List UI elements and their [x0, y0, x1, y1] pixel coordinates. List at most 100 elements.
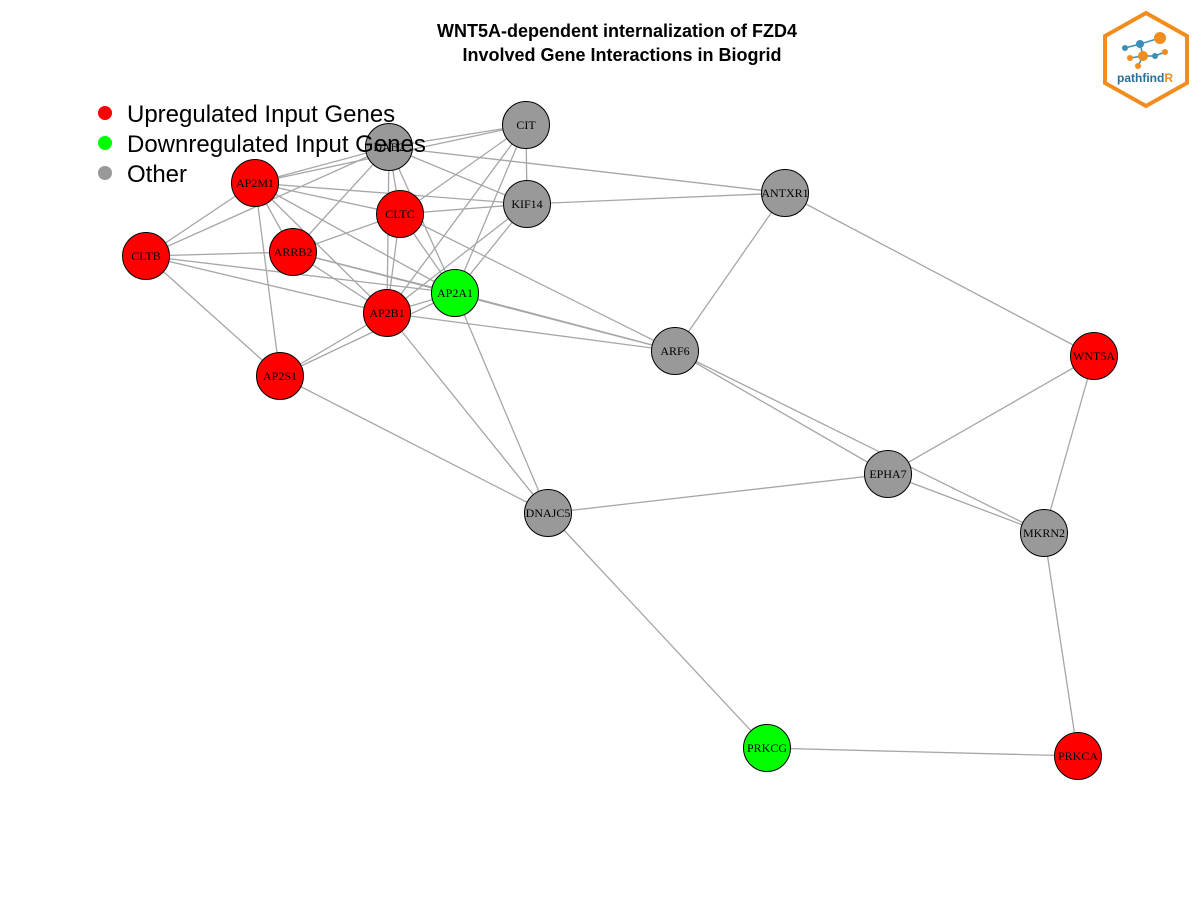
node-prkca[interactable]: PRKCA — [1054, 732, 1102, 780]
edge-ap2a1-dnajc5 — [454, 292, 549, 514]
edge-cltc-arf6 — [399, 213, 676, 352]
edge-mkrn2-prkca — [1043, 532, 1079, 757]
chart-subtitle: Involved Gene Interactions in Biogrid — [462, 45, 781, 65]
node-circle-antxr1[interactable] — [761, 169, 809, 217]
node-prkcg[interactable]: PRKCG — [743, 724, 791, 772]
node-wnt5a[interactable]: WNT5A — [1070, 332, 1118, 380]
edge-epha7-mkrn2 — [887, 473, 1045, 534]
legend-other-dot — [98, 166, 112, 180]
node-circle-prkcg[interactable] — [743, 724, 791, 772]
node-dnajc5[interactable]: DNAJC5 — [524, 489, 572, 537]
chart-title: WNT5A-dependent internalization of FZD4 — [437, 21, 797, 41]
edge-ap2a1-arf6 — [454, 292, 676, 352]
edge-kif14-ap2b1 — [386, 203, 528, 314]
edge-kif14-antxr1 — [526, 192, 786, 205]
node-label-arf6: ARF6 — [660, 344, 689, 358]
node-circle-arf6[interactable] — [651, 327, 699, 375]
node-circle-cltb[interactable] — [122, 232, 170, 280]
node-label-kif14: KIF14 — [511, 197, 542, 211]
node-label-arrb2: ARRB2 — [274, 245, 313, 259]
node-label-epha7: EPHA7 — [869, 467, 906, 481]
edge-antxr1-wnt5a — [784, 192, 1095, 357]
legend-upregulated-label: Upregulated Input Genes — [127, 101, 395, 128]
node-epha7[interactable]: EPHA7 — [864, 450, 912, 498]
edge-ap2s1-dnajc5 — [279, 375, 549, 514]
node-label-ap2a1: AP2A1 — [437, 286, 473, 300]
node-cit[interactable]: CIT — [502, 101, 550, 149]
edge-dab2-kif14 — [388, 146, 528, 205]
node-ap2b1[interactable]: AP2B1 — [363, 289, 411, 337]
edge-epha7-dnajc5 — [547, 473, 889, 514]
node-circle-cit[interactable] — [502, 101, 550, 149]
edge-ap2b1-arf6 — [386, 312, 676, 352]
edge-prkcg-prkca — [766, 747, 1079, 757]
node-circle-epha7[interactable] — [864, 450, 912, 498]
edge-dab2-antxr1 — [388, 146, 786, 194]
node-circle-prkca[interactable] — [1054, 732, 1102, 780]
logo-text-accent: R — [1164, 71, 1173, 85]
node-circle-ap2a1[interactable] — [431, 269, 479, 317]
legend-other-label: Other — [127, 161, 187, 188]
node-circle-mkrn2[interactable] — [1020, 509, 1068, 557]
logo-text-main: pathfind — [1117, 71, 1164, 85]
node-label-ap2b1: AP2B1 — [369, 306, 404, 320]
node-cltc[interactable]: CLTC — [376, 190, 424, 238]
pathfindr-logo: pathfindR — [1103, 10, 1189, 109]
node-arrb2[interactable]: ARRB2 — [269, 228, 317, 276]
edge-dnajc5-prkcg — [547, 512, 768, 749]
edge-ap2m1-ap2s1 — [254, 182, 281, 377]
node-ap2a1[interactable]: AP2A1 — [431, 269, 479, 317]
node-label-cit: CIT — [516, 118, 536, 132]
legend-downregulated-label: Downregulated Input Genes — [127, 131, 426, 158]
node-label-ap2m1: AP2M1 — [236, 176, 274, 190]
node-mkrn2[interactable]: MKRN2 — [1020, 509, 1068, 557]
node-arf6[interactable]: ARF6 — [651, 327, 699, 375]
node-label-ap2s1: AP2S1 — [263, 369, 297, 383]
legend: Upregulated Input Genes Downregulated In… — [98, 101, 426, 188]
edge-ap2m1-ap2a1 — [254, 182, 456, 294]
node-ap2s1[interactable]: AP2S1 — [256, 352, 304, 400]
node-cltb[interactable]: CLTB — [122, 232, 170, 280]
node-label-wnt5a: WNT5A — [1073, 349, 1115, 363]
edge-cit-cltc — [399, 124, 527, 215]
node-ap2m1[interactable]: AP2M1 — [231, 159, 279, 207]
node-label-antxr1: ANTXR1 — [761, 186, 808, 200]
edge-antxr1-arf6 — [674, 192, 786, 352]
edge-epha7-wnt5a — [887, 355, 1095, 475]
node-circle-kif14[interactable] — [503, 180, 551, 228]
node-circle-wnt5a[interactable] — [1070, 332, 1118, 380]
edge-cltb-ap2s1 — [145, 255, 281, 377]
node-circle-dab2[interactable] — [365, 123, 413, 171]
edge-ap2b1-dnajc5 — [386, 312, 549, 514]
node-label-prkca: PRKCA — [1058, 749, 1098, 763]
edge-cit-ap2a1 — [454, 124, 527, 294]
node-label-cltc: CLTC — [385, 207, 415, 221]
network-icon — [1122, 32, 1168, 69]
node-label-prkcg: PRKCG — [747, 741, 787, 755]
edge-cltb-ap2b1 — [145, 255, 388, 314]
node-dab2[interactable]: DAB2 — [365, 123, 413, 171]
node-label-dnajc5: DNAJC5 — [526, 506, 571, 520]
node-label-mkrn2: MKRN2 — [1023, 526, 1065, 540]
logo-wordmark: pathfindR — [1117, 71, 1173, 85]
edge-ap2m1-cltc — [254, 182, 401, 215]
nodes-layer: CIT DAB2 AP2M1 CLTC KIF14 ANTXR1 CLTB ARRB2 AP2A… — [122, 101, 1118, 780]
node-circle-ap2b1[interactable] — [363, 289, 411, 337]
edge-ap2a1-ap2s1 — [279, 292, 456, 377]
edge-wnt5a-mkrn2 — [1043, 355, 1095, 534]
node-circle-ap2s1[interactable] — [256, 352, 304, 400]
edges-layer — [145, 124, 1095, 757]
node-circle-cltc[interactable] — [376, 190, 424, 238]
node-circle-dnajc5[interactable] — [524, 489, 572, 537]
node-kif14[interactable]: KIF14 — [503, 180, 551, 228]
node-antxr1[interactable]: ANTXR1 — [761, 169, 809, 217]
edge-ap2m1-ap2b1 — [254, 182, 388, 314]
legend-downregulated-dot — [98, 136, 112, 150]
edge-cltb-arrb2 — [145, 251, 294, 257]
node-circle-arrb2[interactable] — [269, 228, 317, 276]
edge-arf6-epha7 — [674, 350, 889, 475]
node-circle-ap2m1[interactable] — [231, 159, 279, 207]
edge-arf6-mkrn2 — [674, 350, 1045, 534]
legend-upregulated-dot — [98, 106, 112, 120]
